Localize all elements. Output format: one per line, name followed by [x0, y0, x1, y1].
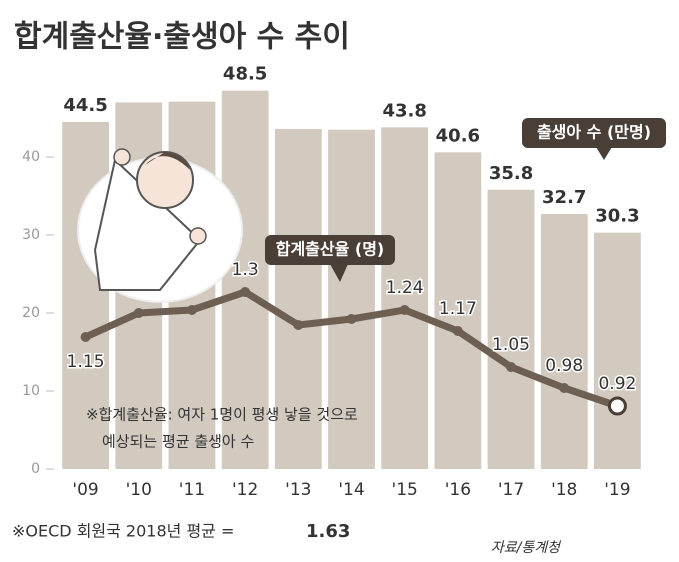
- x-tick-label: '12: [232, 480, 258, 500]
- note-line: ※합계출산율: 여자 1명이 평생 낳을 것으로: [86, 406, 358, 424]
- line-value-label: 1.24: [386, 278, 424, 298]
- line-point: [506, 362, 517, 372]
- line-point: [559, 383, 570, 393]
- bar: [487, 189, 535, 469]
- x-tick-label: '15: [392, 480, 418, 500]
- x-tick-label: '11: [179, 480, 205, 500]
- source: 자료/통계청: [491, 540, 562, 556]
- series-label: 합계출산율 (명): [276, 240, 385, 259]
- line-point: [240, 287, 251, 297]
- y-tick-label: 20: [22, 305, 40, 321]
- line-point: [399, 305, 410, 315]
- bar: [221, 90, 269, 469]
- line-point: [346, 314, 357, 324]
- line-value-label: 1.15: [67, 352, 105, 372]
- bar-value-label: 30.3: [595, 206, 639, 227]
- y-tick-label: 10: [22, 383, 40, 399]
- bar-value-label: 43.8: [382, 100, 426, 121]
- bar: [434, 152, 482, 469]
- label-pointer: [330, 264, 348, 282]
- bar-value-label: 48.5: [223, 64, 267, 85]
- bar: [540, 213, 588, 469]
- x-tick-label: '17: [498, 480, 524, 500]
- bar: [381, 127, 429, 470]
- x-tick-label: '19: [604, 480, 630, 500]
- bar-value-label: 44.5: [63, 95, 107, 116]
- line-value-label: 0.98: [545, 356, 583, 376]
- x-tick-label: '16: [445, 480, 471, 500]
- y-tick-label: 40: [22, 149, 40, 165]
- line-point: [186, 305, 197, 315]
- line-point: [133, 308, 144, 318]
- line-value-label: 1.3: [232, 260, 259, 280]
- y-tick-label: 30: [22, 227, 40, 243]
- bar: [274, 128, 322, 470]
- line-point: [607, 396, 627, 416]
- label-pointer: [596, 147, 612, 160]
- line-point: [293, 320, 304, 330]
- footnote-value: 1.63: [306, 521, 350, 542]
- line-value-label: 1.17: [439, 299, 477, 319]
- note-line: 예상되는 평균 출생아 수: [102, 433, 254, 451]
- x-tick-label: '18: [551, 480, 577, 500]
- x-tick-label: '14: [338, 480, 364, 500]
- series-label: 출생아 수 (만명): [537, 123, 651, 142]
- footnote: ※OECD 회원국 2018년 평균 =: [12, 522, 234, 541]
- bar-value-label: 35.8: [489, 163, 533, 184]
- chart-title: 합계출산율·출생아 수 추이: [14, 20, 350, 55]
- series-label-box: [265, 235, 395, 265]
- line-point: [80, 332, 91, 342]
- x-tick-label: '09: [72, 480, 98, 500]
- bar-value-label: 32.7: [542, 187, 586, 208]
- bar-value-label: 40.6: [436, 125, 480, 146]
- y-tick-label: 0: [31, 461, 40, 477]
- x-tick-label: '10: [126, 480, 152, 500]
- x-tick-label: '13: [285, 480, 311, 500]
- series-label-box: [522, 118, 666, 148]
- baby-illustration: [77, 148, 243, 303]
- bar: [594, 232, 641, 469]
- bar: [328, 129, 375, 469]
- line-value-label: 1.05: [492, 335, 530, 355]
- line-point: [452, 326, 463, 336]
- line-value-label: 0.92: [598, 374, 636, 394]
